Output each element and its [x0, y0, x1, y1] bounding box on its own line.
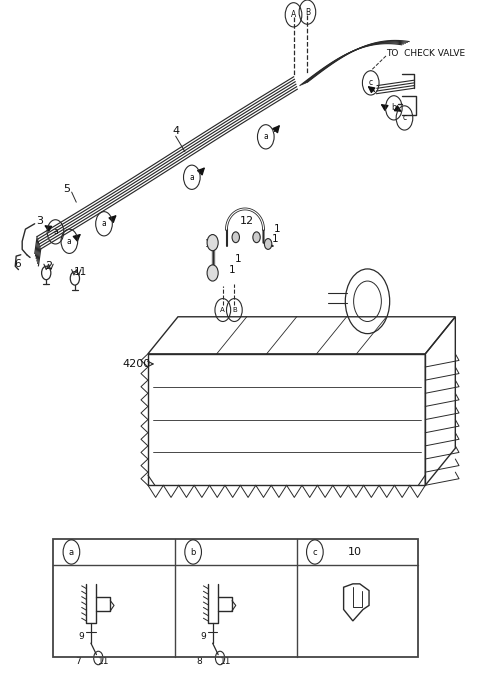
Text: b: b	[391, 103, 396, 113]
Text: 8: 8	[197, 657, 203, 666]
Circle shape	[253, 232, 260, 243]
Text: b: b	[191, 547, 196, 557]
Circle shape	[264, 239, 272, 249]
Text: 9: 9	[78, 632, 84, 641]
Text: 13: 13	[204, 239, 219, 249]
Text: 2: 2	[45, 262, 52, 271]
Text: TO  CHECK VALVE: TO CHECK VALVE	[386, 49, 465, 59]
Text: c: c	[312, 547, 317, 557]
Text: A: A	[291, 10, 296, 20]
Text: 1: 1	[235, 255, 241, 264]
Text: 6: 6	[14, 259, 21, 269]
Text: a: a	[67, 237, 72, 246]
Text: 4200: 4200	[122, 359, 151, 369]
Text: 7: 7	[75, 657, 81, 666]
Text: c: c	[402, 113, 407, 123]
Text: A: A	[220, 307, 225, 313]
Circle shape	[207, 265, 218, 281]
Text: 9: 9	[200, 632, 206, 641]
Text: 1: 1	[272, 235, 278, 244]
Text: a: a	[264, 132, 268, 142]
Text: 11: 11	[74, 268, 87, 277]
Text: c: c	[369, 78, 373, 88]
Text: 4: 4	[172, 127, 179, 136]
Text: 3: 3	[36, 216, 43, 226]
Circle shape	[207, 235, 218, 251]
Text: B: B	[305, 7, 310, 17]
Text: 11: 11	[220, 657, 231, 666]
Text: 1: 1	[274, 224, 281, 234]
Text: a: a	[53, 227, 58, 237]
Text: 10: 10	[348, 547, 362, 557]
Bar	[53, 539, 419, 657]
Circle shape	[232, 232, 240, 243]
Text: 1: 1	[229, 265, 235, 274]
Text: 11: 11	[98, 657, 109, 666]
Text: B: B	[232, 307, 237, 313]
Text: 5: 5	[63, 184, 71, 193]
Text: a: a	[69, 547, 74, 557]
Text: a: a	[102, 219, 107, 228]
Text: a: a	[190, 173, 194, 182]
Text: 12: 12	[240, 216, 254, 226]
